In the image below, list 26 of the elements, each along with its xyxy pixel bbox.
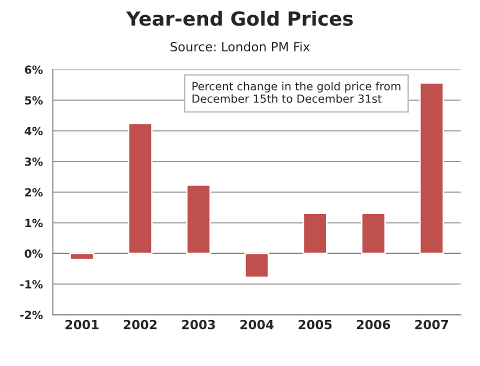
y-tick-label: 6% [24,66,43,74]
x-tick-label: 2002 [124,320,157,330]
x-tick-label: 2005 [298,320,332,330]
y-tick-label: 3% [24,157,43,166]
x-tick-label: 2004 [240,320,274,330]
bar [128,122,153,254]
bar [244,252,270,278]
bar [302,212,328,254]
bar [419,82,444,254]
bar [361,212,386,254]
chart-subtitle: Source: London PM Fix [170,42,310,52]
y-tick-label: 1% [25,218,43,228]
y-tick-label: 4% [24,126,43,136]
x-tick-label: 2006 [356,320,390,330]
annotation: Percent change in the gold price from December 15th to December 31st [192,82,400,103]
x-tick-label: 2007 [415,320,448,330]
y-tick-label: 5% [25,96,43,105]
y-tick-label: 2% [25,188,43,197]
bar [186,184,211,254]
y-tick-label: -2% [20,310,43,320]
x-tick-label: 2003 [182,320,215,330]
bar [70,252,94,260]
x-tick-label: 2001 [66,320,98,330]
chart-title: Year-end Gold Prices [126,10,353,26]
y-tick-label: 0% [24,249,43,258]
y-tick-label: -1% [20,280,43,288]
